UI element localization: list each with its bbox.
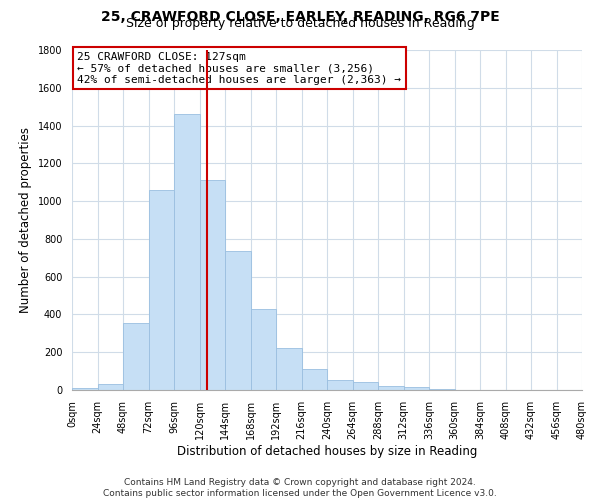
Text: 25 CRAWFORD CLOSE: 127sqm
← 57% of detached houses are smaller (3,256)
42% of se: 25 CRAWFORD CLOSE: 127sqm ← 57% of detac… bbox=[77, 52, 401, 85]
Bar bbox=[123, 323, 149, 390]
Text: Size of property relative to detached houses in Reading: Size of property relative to detached ho… bbox=[125, 18, 475, 30]
Text: Contains HM Land Registry data © Crown copyright and database right 2024.
Contai: Contains HM Land Registry data © Crown c… bbox=[103, 478, 497, 498]
Bar bbox=[276, 348, 302, 390]
Text: 25, CRAWFORD CLOSE, EARLEY, READING, RG6 7PE: 25, CRAWFORD CLOSE, EARLEY, READING, RG6… bbox=[101, 10, 499, 24]
Bar bbox=[72, 388, 97, 390]
Bar bbox=[404, 387, 429, 390]
Bar bbox=[353, 382, 378, 390]
Bar bbox=[97, 384, 123, 390]
Y-axis label: Number of detached properties: Number of detached properties bbox=[19, 127, 32, 313]
Bar bbox=[302, 369, 327, 390]
Bar bbox=[199, 180, 225, 390]
Bar bbox=[149, 190, 174, 390]
Bar bbox=[429, 389, 455, 390]
Bar bbox=[378, 386, 404, 390]
Bar bbox=[327, 380, 353, 390]
X-axis label: Distribution of detached houses by size in Reading: Distribution of detached houses by size … bbox=[177, 444, 477, 458]
Bar bbox=[251, 309, 276, 390]
Bar bbox=[225, 251, 251, 390]
Bar bbox=[174, 114, 199, 390]
